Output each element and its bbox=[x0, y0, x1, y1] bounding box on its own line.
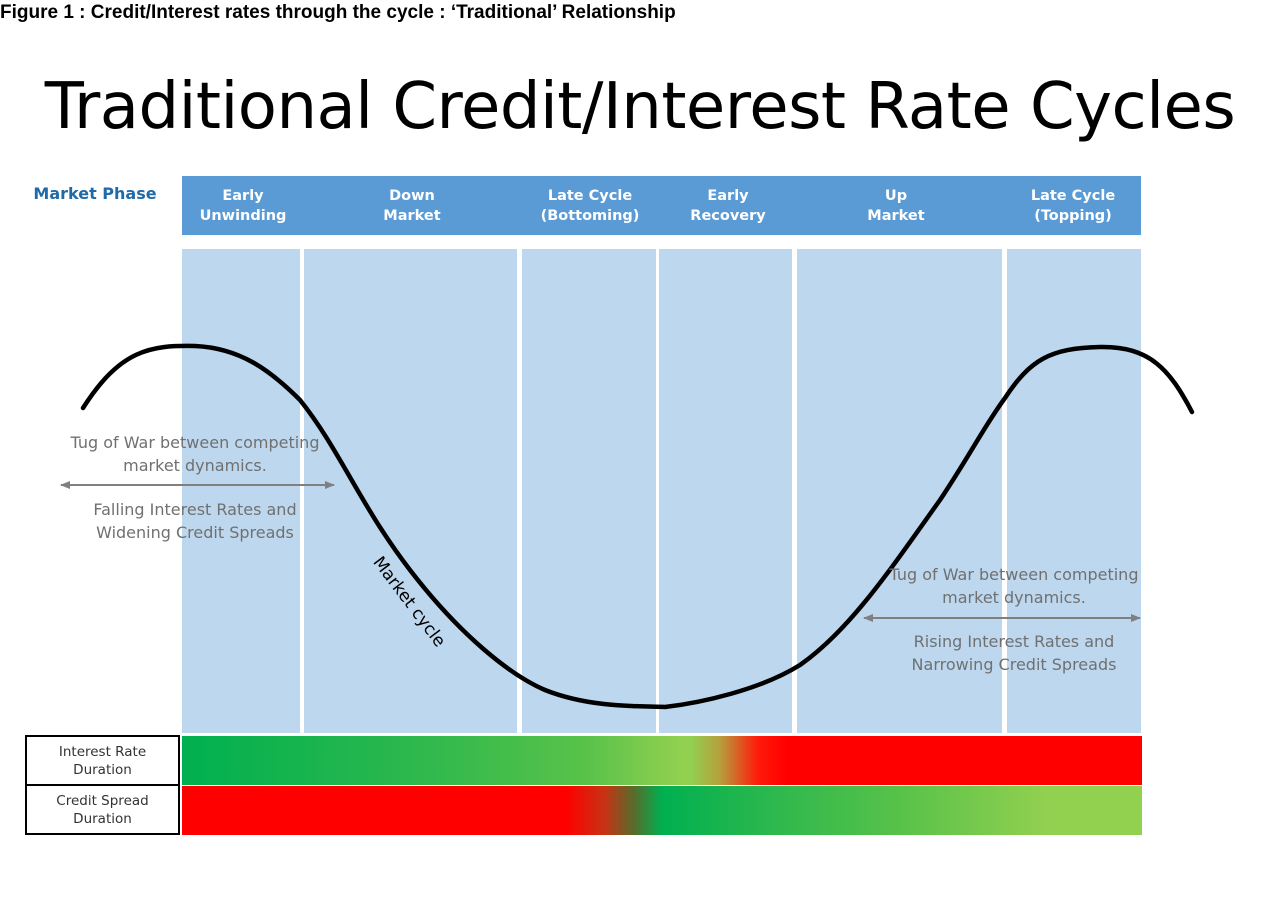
left-annotation-top: Tug of War between competing market dyna… bbox=[71, 431, 320, 477]
left-annotation-bottom: Falling Interest Rates and Widening Cred… bbox=[93, 498, 296, 544]
phase-early-recovery: Early Recovery bbox=[690, 176, 765, 235]
column-late-cycle-bottoming bbox=[522, 249, 656, 733]
column-early-recovery bbox=[659, 249, 792, 733]
phase-line1: Early bbox=[707, 187, 749, 204]
annotation-line: Widening Credit Spreads bbox=[96, 523, 294, 542]
phase-late-cycle-bottoming: Late Cycle (Bottoming) bbox=[541, 176, 640, 235]
phase-up-market: Up Market bbox=[867, 176, 924, 235]
annotation-line: Rising Interest Rates and bbox=[913, 632, 1115, 651]
row-label-line2: Duration bbox=[73, 810, 132, 827]
annotation-line: market dynamics. bbox=[123, 456, 267, 475]
phase-line2: Recovery bbox=[690, 207, 766, 224]
phase-late-cycle-topping: Late Cycle (Topping) bbox=[1031, 176, 1115, 235]
phase-line1: Late Cycle bbox=[1030, 187, 1116, 204]
market-phase-label: Market Phase bbox=[33, 184, 157, 203]
phase-line2: (Topping) bbox=[1034, 207, 1112, 224]
phase-line1: Down bbox=[389, 187, 435, 204]
annotation-line: Falling Interest Rates and bbox=[93, 500, 297, 519]
credit-spread-duration-label: Credit Spread Duration bbox=[25, 784, 180, 835]
phase-down-market: Down Market bbox=[383, 176, 440, 235]
right-annotation-top: Tug of War between competing market dyna… bbox=[890, 563, 1139, 609]
page-title: Traditional Credit/Interest Rate Cycles bbox=[44, 70, 1236, 144]
annotation-line: Narrowing Credit Spreads bbox=[911, 655, 1117, 674]
interest-rate-duration-bar bbox=[182, 736, 1142, 785]
phase-line2: Market bbox=[383, 207, 441, 224]
row-label-line2: Duration bbox=[73, 761, 132, 778]
phase-line2: Unwinding bbox=[199, 207, 287, 224]
right-annotation-bottom: Rising Interest Rates and Narrowing Cred… bbox=[912, 630, 1117, 676]
annotation-line: Tug of War between competing bbox=[889, 565, 1139, 584]
phase-line2: (Bottoming) bbox=[540, 207, 640, 224]
interest-rate-duration-label: Interest Rate Duration bbox=[25, 735, 180, 786]
phase-early-unwinding: Early Unwinding bbox=[200, 176, 287, 235]
column-late-cycle-topping bbox=[1007, 249, 1141, 733]
credit-spread-duration-bar bbox=[182, 786, 1142, 835]
column-early-unwinding bbox=[182, 249, 300, 733]
figure-caption: Figure 1 : Credit/Interest rates through… bbox=[0, 2, 676, 23]
annotation-line: market dynamics. bbox=[942, 588, 1086, 607]
column-down-market bbox=[304, 249, 517, 733]
phase-line1: Up bbox=[884, 187, 908, 204]
row-label-line1: Credit Spread bbox=[56, 792, 149, 809]
row-label-line1: Interest Rate bbox=[58, 743, 147, 760]
annotation-line: Tug of War between competing bbox=[70, 433, 320, 452]
phase-header-band: Early Unwinding Down Market Late Cycle (… bbox=[182, 176, 1141, 235]
phase-line1: Late Cycle bbox=[547, 187, 633, 204]
column-up-market bbox=[797, 249, 1002, 733]
phase-line2: Market bbox=[867, 207, 925, 224]
phase-line1: Early bbox=[222, 187, 264, 204]
market-cycle-curve bbox=[80, 343, 1195, 710]
